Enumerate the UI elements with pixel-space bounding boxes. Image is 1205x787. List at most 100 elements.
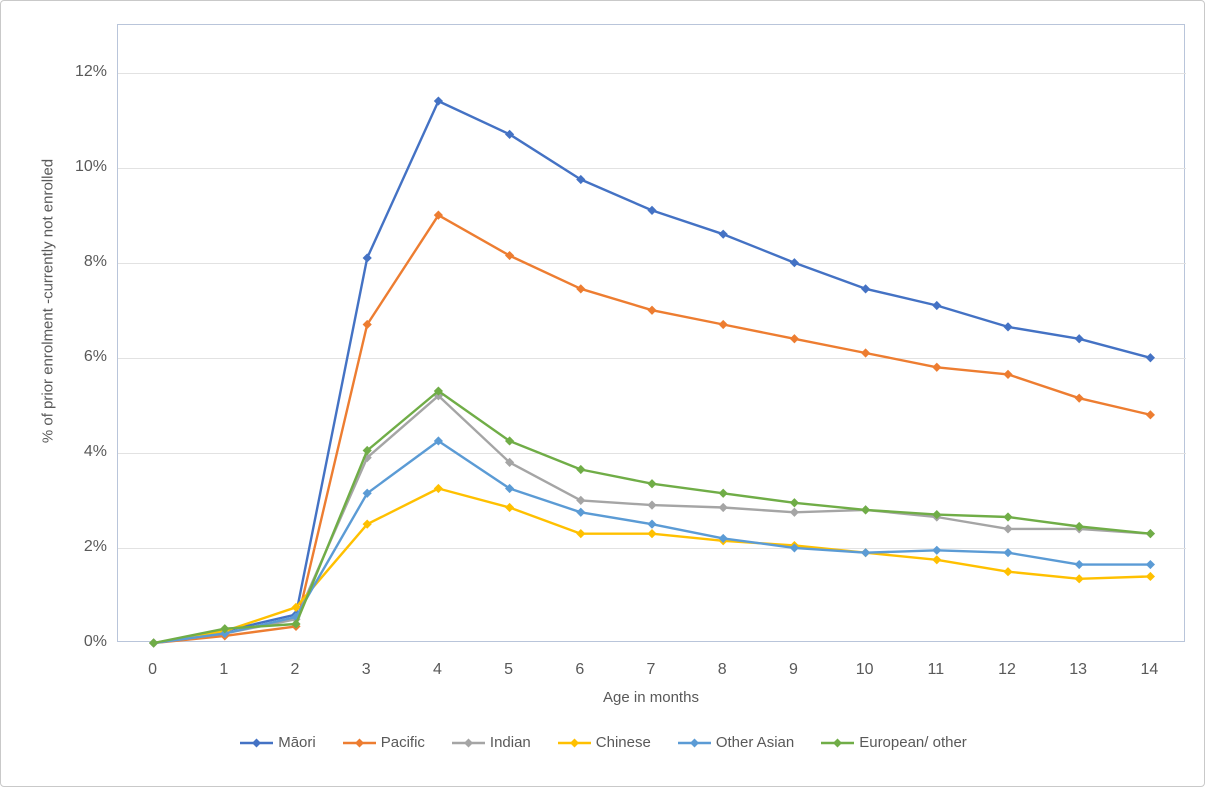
data-point-indian-6 — [576, 495, 586, 505]
y-tick-label-8pct: 8% — [83, 252, 107, 270]
data-point-indian-3 — [362, 453, 372, 463]
data-point-european-other-3 — [362, 445, 372, 456]
x-tick-label-5: 5 — [504, 661, 514, 678]
y-tick-label-4pct: 4% — [83, 442, 107, 460]
legend-item-chinese: Chinese — [557, 734, 651, 751]
data-point-other-asian-10 — [861, 548, 871, 558]
data-point-pacific-12 — [1003, 369, 1013, 380]
legend-label-indian: Indian — [489, 734, 531, 751]
data-point-european-other-10 — [861, 505, 871, 515]
series-line-chinese — [152, 487, 1152, 645]
x-tick-label-12: 12 — [998, 661, 1016, 678]
legend-marker-other-asian-icon — [677, 738, 711, 747]
x-tick-label-2: 2 — [290, 661, 300, 678]
y-tick-label-6pct: 6% — [83, 347, 107, 365]
data-point-chinese-6 — [576, 529, 586, 539]
data-point-chinese-7 — [647, 529, 657, 539]
data-point-european-other-1 — [220, 624, 230, 634]
legend-marker-pacific-icon — [342, 738, 376, 747]
data-point-maori-7 — [647, 205, 657, 215]
x-tick-label-11: 11 — [927, 661, 945, 678]
legend-item-other-asian: Other Asian — [677, 734, 795, 751]
data-point-european-other-9 — [789, 498, 799, 508]
data-point-other-asian-12 — [1003, 548, 1013, 558]
data-point-other-asian-9 — [789, 543, 799, 553]
data-point-pacific-14 — [1145, 410, 1155, 420]
legend-label-pacific: Pacific — [380, 734, 425, 751]
x-tick-label-7: 7 — [646, 661, 656, 678]
legend-marker-indian-icon — [451, 738, 485, 747]
data-point-pacific-11 — [932, 362, 942, 372]
data-point-indian-5 — [505, 457, 515, 467]
data-point-european-other-12 — [1003, 512, 1013, 522]
x-tick-label-8: 8 — [717, 661, 727, 678]
series-line-other-asian — [152, 439, 1152, 645]
data-point-maori-5 — [505, 129, 515, 139]
data-point-other-asian-1 — [220, 628, 230, 639]
data-point-maori-14 — [1145, 353, 1155, 363]
x-tick-label-4: 4 — [432, 661, 442, 678]
data-point-european-other-13 — [1074, 521, 1084, 532]
data-point-european-other-8 — [718, 488, 728, 498]
chart-canvas — [118, 73, 1186, 648]
chart-legend: Māori Pacific Indian Chinese Other Asian Euro… — [1, 734, 1204, 751]
data-point-european-other-7 — [647, 479, 657, 489]
series-pacific — [149, 210, 1155, 648]
data-point-pacific-6 — [576, 284, 586, 294]
data-point-other-asian-7 — [647, 519, 657, 529]
data-point-indian-4 — [433, 391, 443, 401]
data-point-european-other-4 — [433, 386, 443, 396]
data-point-maori-4 — [433, 96, 443, 106]
data-point-maori-3 — [362, 253, 372, 263]
data-point-pacific-3 — [362, 319, 372, 330]
data-point-maori-8 — [718, 229, 728, 239]
legend-label-european-other: European/ other — [859, 734, 967, 751]
y-axis-title: % of prior enrolment -currently not enro… — [39, 158, 57, 444]
data-point-pacific-9 — [789, 334, 799, 344]
x-tick-label-1: 1 — [219, 661, 229, 678]
data-point-maori-10 — [861, 284, 871, 294]
legend-marker-chinese-icon — [557, 738, 591, 747]
x-tick-label-10: 10 — [855, 661, 874, 678]
data-point-chinese-13 — [1074, 574, 1084, 584]
data-point-other-asian-2 — [291, 612, 301, 622]
legend-item-european-other: European/ other — [821, 734, 967, 751]
data-point-maori-9 — [789, 258, 799, 268]
data-point-pacific-13 — [1074, 393, 1084, 403]
y-tick-label-10pct: 10% — [74, 157, 107, 175]
series-european-other — [149, 386, 1155, 648]
data-point-chinese-11 — [932, 555, 942, 565]
data-point-other-asian-13 — [1074, 559, 1084, 570]
data-point-indian-8 — [718, 502, 728, 513]
data-point-pacific-7 — [647, 305, 657, 315]
data-point-chinese-14 — [1145, 571, 1155, 582]
data-point-chinese-5 — [505, 502, 515, 513]
series-maori — [149, 96, 1155, 648]
x-tick-label-3: 3 — [361, 661, 371, 678]
data-point-maori-6 — [576, 174, 586, 185]
data-point-european-other-2 — [291, 619, 301, 629]
data-point-european-other-6 — [576, 464, 586, 475]
data-point-other-asian-3 — [362, 488, 372, 498]
data-point-maori-12 — [1003, 322, 1013, 332]
data-point-other-asian-8 — [718, 533, 728, 544]
data-point-other-asian-4 — [433, 436, 443, 446]
legend-item-indian: Indian — [451, 734, 531, 751]
data-point-pacific-5 — [505, 250, 515, 261]
plot-area — [117, 24, 1186, 648]
legend-label-chinese: Chinese — [595, 734, 651, 751]
legend-label-maori: Māori — [278, 734, 316, 751]
data-point-chinese-4 — [433, 483, 443, 494]
legend-label-other-asian: Other Asian — [715, 734, 795, 751]
x-axis-title: Age in months — [603, 689, 699, 706]
data-point-european-other-14 — [1145, 529, 1155, 539]
data-point-european-other-0 — [149, 638, 159, 648]
data-point-other-asian-5 — [505, 483, 515, 494]
data-point-maori-11 — [932, 300, 942, 311]
y-tick-label-2pct: 2% — [83, 537, 107, 555]
x-tick-label-0: 0 — [148, 661, 158, 678]
data-point-chinese-12 — [1003, 567, 1013, 577]
y-tick-label-0pct: 0% — [83, 633, 107, 650]
x-tick-label-13: 13 — [1069, 661, 1088, 678]
x-tick-label-9: 9 — [788, 661, 798, 678]
